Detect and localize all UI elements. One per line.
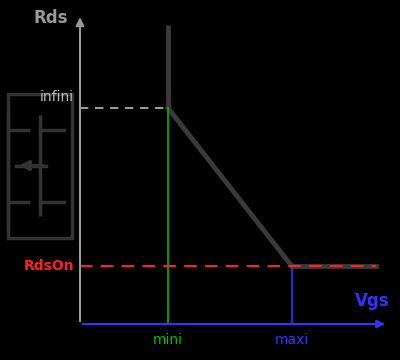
- Text: Rds: Rds: [34, 9, 68, 27]
- Text: Vgs: Vgs: [355, 292, 390, 310]
- Text: maxi: maxi: [275, 333, 309, 347]
- Bar: [8, 94, 72, 238]
- Text: RdsOn: RdsOn: [23, 260, 74, 273]
- Text: mini: mini: [153, 333, 183, 347]
- Text: infini: infini: [40, 90, 74, 104]
